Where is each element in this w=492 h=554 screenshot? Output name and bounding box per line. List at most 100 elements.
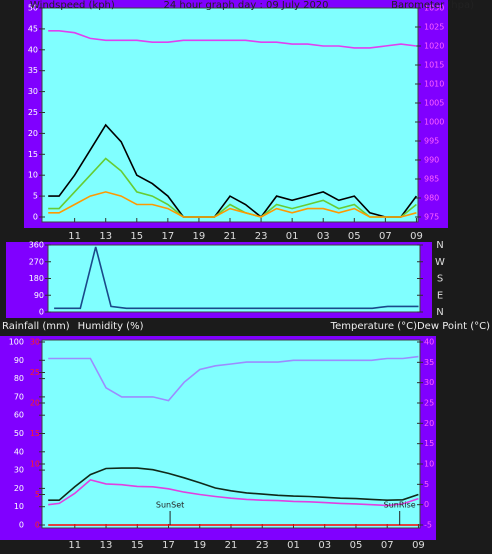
series-line	[48, 191, 417, 218]
y3-tick-label: 25	[30, 368, 40, 377]
y3-tick-label: 30	[30, 338, 40, 347]
y2-tick-label: 975	[424, 213, 439, 222]
x-tick-label: 13	[99, 231, 112, 242]
y2-tick-label: S	[437, 274, 443, 285]
x-tick-label: 01	[286, 231, 299, 242]
x-tick-label: 15	[130, 231, 143, 242]
y3-tick-label: 0	[35, 521, 40, 530]
x-tick-label: 03	[318, 540, 331, 551]
y2-tick-label: 1030	[424, 4, 444, 13]
plot-area	[41, 7, 419, 223]
y3-tick-label: 15	[30, 429, 40, 438]
y2-tick-label: N	[436, 307, 443, 318]
y2-tick-label: 990	[424, 156, 439, 165]
y2-tick-label: 20	[424, 419, 434, 428]
x-tick-label: 09	[412, 540, 425, 551]
y-tick-label: 45	[28, 24, 38, 33]
x-tick-label: 05	[348, 231, 361, 242]
y-tick-label: 15	[28, 150, 38, 159]
y2-axis-label: Temperature (°C)	[330, 321, 417, 332]
series-line	[48, 355, 419, 402]
annotation: SunRise	[384, 501, 416, 510]
y2-tick-label: 15	[424, 439, 434, 448]
x-tick-label: 21	[225, 540, 238, 551]
y-tick-label: 50	[28, 4, 38, 13]
y2-tick-label: 40	[424, 338, 434, 347]
x-tick-label: 05	[350, 540, 363, 551]
x-tick-label: 15	[131, 540, 144, 551]
x-tick-label: 13	[100, 540, 113, 551]
y-tick-label: 90	[14, 356, 24, 365]
y2-tick-label: 980	[424, 194, 439, 203]
y2-tick-label: 10	[424, 460, 434, 469]
x-tick-label: 23	[256, 540, 269, 551]
x-tick-label: 11	[68, 540, 81, 551]
y-tick-label: 360	[29, 241, 44, 250]
x-tick-label: 21	[224, 231, 237, 242]
y-tick-label: 180	[29, 274, 44, 283]
y-axis-label: Rainfall (mm)	[2, 321, 70, 332]
y2-tick-label: 0	[424, 500, 429, 509]
y2-tick-label: 1005	[424, 99, 444, 108]
series-line	[48, 123, 418, 219]
y-tick-label: 0	[39, 308, 44, 317]
chart-title: 24 hour graph day : 09 July 2020	[163, 0, 328, 11]
x-tick-label: 11	[68, 231, 81, 242]
y2-tick-label: 995	[424, 137, 439, 146]
x-tick-label: 01	[287, 540, 300, 551]
series-line	[48, 30, 417, 49]
y2-axis-label: Dew Point (°C)	[417, 321, 490, 332]
y-tick-label: 5	[33, 192, 38, 201]
y-tick-label: 20	[14, 484, 24, 493]
y-tick-label: 80	[14, 374, 24, 383]
y-tick-label: 50	[14, 429, 24, 438]
y2-tick-label: 1020	[424, 42, 444, 51]
y2-tick-label: 1015	[424, 61, 444, 70]
y3-tick-label: 20	[30, 399, 40, 408]
x-tick-label: 17	[162, 540, 175, 551]
y2-axis-label: Barometer (hpa)	[391, 0, 474, 11]
x-tick-label: 17	[161, 231, 174, 242]
y-tick-label: 70	[14, 392, 24, 401]
y3-tick-label: 10	[30, 460, 40, 469]
y-tick-label: 90	[34, 291, 44, 300]
y2-tick-label: W	[435, 257, 445, 268]
y2-tick-label: 35	[424, 358, 434, 367]
y2-tick-label: 985	[424, 175, 439, 184]
y-tick-label: 10	[14, 502, 24, 511]
y-tick-label: 25	[28, 108, 38, 117]
y2-tick-label: 25	[424, 399, 434, 408]
plot-area	[41, 339, 421, 529]
x-tick-label: 07	[379, 231, 392, 242]
y-axis-label: Humidity (%)	[78, 321, 144, 332]
y-tick-label: 100	[9, 338, 24, 347]
y-tick-label: 0	[19, 521, 24, 530]
annotation: SunSet	[156, 501, 184, 510]
y-tick-label: 20	[28, 129, 38, 138]
series-line	[48, 467, 419, 502]
y2-tick-label: 5	[424, 480, 429, 489]
y2-tick-label: 1000	[424, 118, 444, 127]
y-tick-label: 35	[28, 66, 38, 75]
series-line	[48, 479, 419, 507]
y2-tick-label: 1010	[424, 80, 444, 89]
y-tick-label: 270	[29, 257, 44, 266]
y2-tick-label: N	[436, 240, 443, 251]
y2-tick-label: 30	[424, 378, 434, 387]
y-tick-label: 40	[14, 447, 24, 456]
x-tick-label: 07	[381, 540, 394, 551]
series-line	[48, 157, 417, 218]
y-tick-label: 30	[14, 466, 24, 475]
x-tick-label: 03	[317, 231, 330, 242]
y2-tick-label: E	[437, 290, 443, 301]
y-tick-label: 40	[28, 45, 38, 54]
x-tick-label: 09	[410, 231, 423, 242]
series-line	[54, 246, 419, 310]
y-tick-label: 0	[33, 213, 38, 222]
y-tick-label: 10	[28, 171, 38, 180]
y-tick-label: 30	[28, 87, 38, 96]
y-axis-label: Windspeed (kph)	[30, 0, 115, 11]
x-tick-label: 23	[255, 231, 268, 242]
